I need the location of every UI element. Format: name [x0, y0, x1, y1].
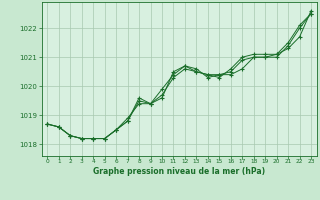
X-axis label: Graphe pression niveau de la mer (hPa): Graphe pression niveau de la mer (hPa) [93, 167, 265, 176]
